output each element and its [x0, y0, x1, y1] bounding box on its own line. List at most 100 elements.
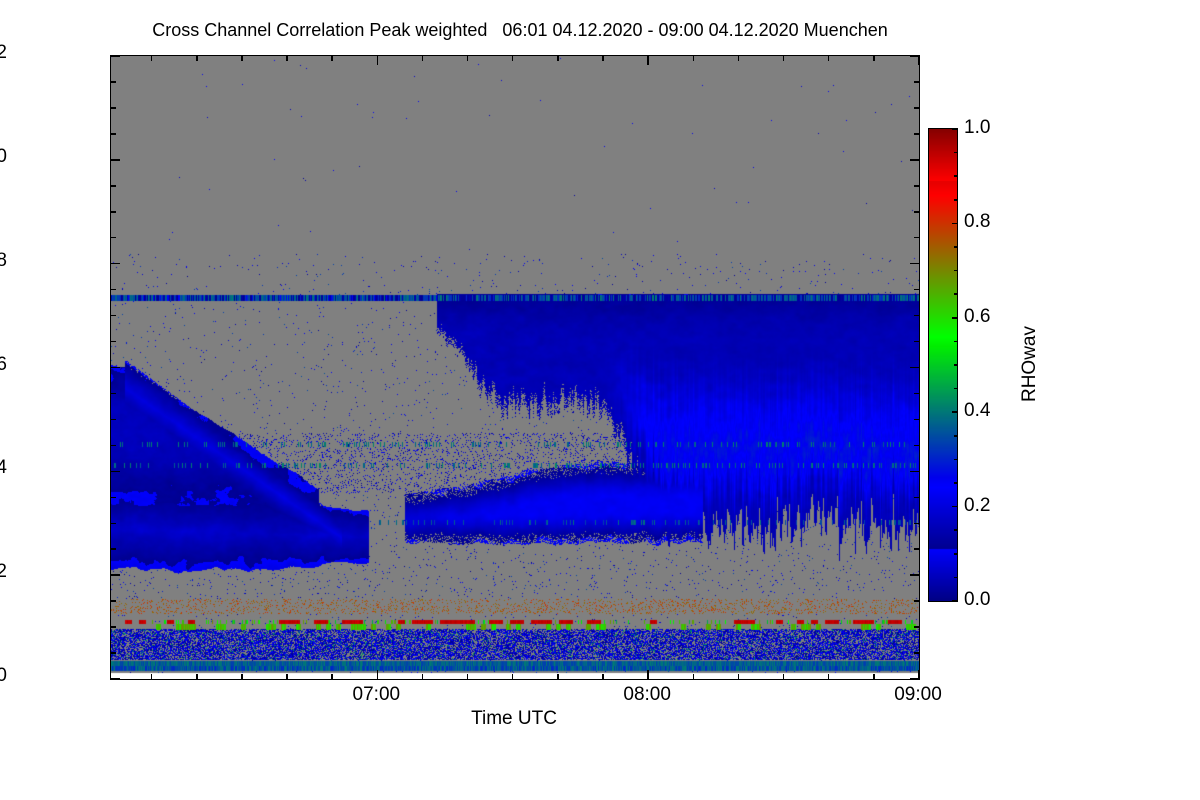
colorbar-minor-tick — [954, 435, 957, 437]
y-axis-minor-tick — [111, 314, 116, 317]
colorbar-tick-label: 0.8 — [964, 211, 991, 233]
y-axis-minor-tick — [914, 652, 919, 654]
x-axis-minor-tick — [873, 674, 875, 679]
x-axis-minor-tick — [557, 56, 559, 61]
y-axis-tick-label: 10 — [0, 145, 7, 167]
y-axis-minor-tick — [111, 496, 116, 499]
y-axis-minor-tick — [914, 288, 919, 291]
y-axis-minor-tick — [914, 81, 919, 83]
y-axis-minor-tick — [914, 340, 919, 343]
y-axis-minor-tick — [111, 392, 116, 395]
x-axis-minor-tick — [466, 56, 469, 61]
page-title: Cross Channel Correlation Peak weighted … — [152, 20, 888, 40]
y-axis-tick-label: 6 — [0, 353, 7, 375]
colorbar-minor-tick — [954, 151, 957, 154]
y-axis-minor-tick — [914, 496, 919, 499]
x-axis-minor-tick — [602, 56, 604, 61]
colorbar-minor-tick — [954, 387, 957, 390]
y-axis-minor-tick — [914, 600, 919, 602]
colorbar-minor-tick — [954, 246, 957, 248]
y-axis-minor-tick — [111, 288, 116, 291]
colorbar-tick — [952, 222, 957, 225]
y-axis-tick-label: 0 — [0, 665, 7, 686]
colorbar-tick — [952, 600, 957, 602]
colorbar-label: RHOwav — [1019, 326, 1040, 403]
colorbar-minor-tick — [954, 411, 957, 413]
colorbar-tick-label: 1.0 — [964, 117, 991, 138]
x-axis-minor-tick — [421, 674, 424, 679]
y-axis-minor-tick — [914, 548, 919, 550]
x-axis-minor-tick — [737, 674, 740, 679]
colorbar-minor-tick — [954, 175, 957, 177]
colorbar-tick-label: 0.4 — [964, 400, 991, 422]
y-axis-minor-tick — [914, 626, 919, 628]
y-axis-tick — [111, 262, 120, 265]
x-axis-tick — [647, 670, 649, 679]
x-axis-minor-tick — [150, 674, 153, 679]
y-axis-tick — [111, 55, 120, 57]
y-axis-minor-tick — [111, 211, 116, 213]
colorbar-tick-label: 0.6 — [964, 305, 991, 327]
x-axis-minor-tick — [827, 56, 830, 61]
y-axis-minor-tick — [914, 418, 919, 421]
x-axis-minor-tick — [557, 674, 559, 679]
colorbar-tick — [952, 317, 957, 319]
colorbar-tick-label: 0.2 — [964, 494, 991, 516]
y-axis-minor-tick — [914, 107, 919, 109]
y-axis-minor-tick — [111, 133, 116, 135]
y-axis-tick — [111, 678, 120, 680]
x-axis-minor-tick — [782, 674, 785, 679]
colorbar-minor-tick — [954, 199, 957, 201]
y-axis-minor-tick — [111, 236, 116, 239]
x-axis-minor-tick — [827, 674, 830, 679]
y-axis-minor-tick — [914, 133, 919, 135]
x-axis-tick — [918, 670, 920, 679]
x-axis-minor-tick — [421, 56, 424, 61]
y-axis-tick — [910, 55, 919, 57]
x-axis-tick — [918, 56, 920, 65]
y-axis-minor-tick — [111, 600, 116, 602]
x-axis-minor-tick — [331, 674, 333, 679]
y-axis-minor-tick — [111, 185, 116, 187]
x-axis-minor-tick — [241, 56, 243, 61]
colorbar-tick — [952, 505, 957, 508]
radar-heatmap-canvas — [111, 56, 919, 679]
colorbar-tick — [952, 128, 957, 130]
colorbar-minor-tick — [954, 340, 957, 343]
y-axis-tick-label: 8 — [0, 249, 7, 271]
y-axis-minor-tick — [914, 185, 919, 187]
y-axis-minor-tick — [914, 522, 919, 524]
y-axis-tick — [910, 366, 919, 369]
x-axis-minor-tick — [196, 56, 198, 61]
x-axis-minor-tick — [331, 56, 333, 61]
x-axis-minor-tick — [241, 674, 243, 679]
colorbar-minor-tick — [954, 269, 957, 272]
y-axis-tick — [111, 159, 120, 161]
x-axis-minor-tick — [873, 56, 875, 61]
x-axis-minor-tick — [737, 56, 740, 61]
x-axis-label: Time UTC — [471, 708, 557, 729]
y-axis-tick — [910, 262, 919, 265]
y-axis-minor-tick — [111, 81, 116, 83]
y-axis-minor-tick — [111, 626, 116, 628]
x-axis-tick — [376, 56, 379, 65]
x-axis-minor-tick — [782, 56, 785, 61]
y-axis-minor-tick — [914, 236, 919, 239]
y-axis-minor-tick — [111, 522, 116, 524]
x-axis-minor-tick — [692, 674, 695, 679]
y-axis-minor-tick — [914, 211, 919, 213]
colorbar-minor-tick — [954, 458, 957, 461]
colorbar-minor-tick — [954, 529, 957, 531]
x-axis-tick — [647, 56, 649, 65]
y-axis-minor-tick — [111, 444, 116, 447]
colorbar-minor-tick — [954, 482, 957, 484]
x-axis-minor-tick — [150, 56, 153, 61]
colorbar-minor-tick — [954, 576, 957, 579]
y-axis-minor-tick — [111, 652, 116, 654]
y-axis-minor-tick — [914, 314, 919, 317]
x-axis-minor-tick — [466, 674, 469, 679]
y-axis-minor-tick — [111, 418, 116, 421]
y-axis-minor-tick — [111, 548, 116, 550]
y-axis-tick — [910, 159, 919, 161]
